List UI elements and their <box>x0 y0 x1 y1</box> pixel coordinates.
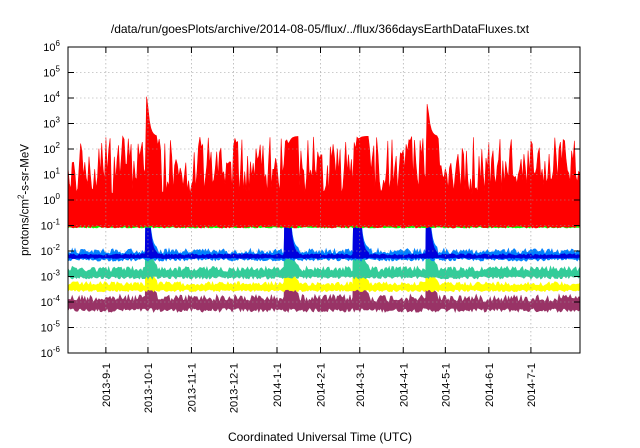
y-tick-label: 10-1 <box>41 218 61 233</box>
y-tick-label: 106 <box>43 39 60 54</box>
x-tick-label: 2014-7-1 <box>526 363 538 407</box>
y-axis-label: protons/cm2-s-sr-MeV <box>17 144 32 256</box>
x-tick-label: 2014-5-1 <box>440 363 452 407</box>
y-tick-label: 102 <box>43 141 60 156</box>
y-axis-label-part2: -s-sr-MeV <box>19 144 32 195</box>
y-tick-label: 10-3 <box>41 269 61 284</box>
x-tick-label: 2013-9-1 <box>101 363 113 407</box>
x-tick-label: 2013-10-1 <box>143 363 155 413</box>
y-tick-label: 10-5 <box>41 320 61 335</box>
chart-title: /data/run/goesPlots/archive/2014-08-05/f… <box>110 22 530 36</box>
y-tick-label: 10-2 <box>41 243 61 258</box>
y-tick-label: 104 <box>43 90 60 105</box>
y-axis-label-part1: protons/cm <box>19 199 32 256</box>
x-tick-label: 2014-1-1 <box>272 363 284 407</box>
y-tick-label: 100 <box>43 192 60 207</box>
y-tick-label: 101 <box>43 167 60 182</box>
y-tick-label: 105 <box>43 65 60 80</box>
x-tick-label: 2013-12-1 <box>229 363 241 413</box>
x-tick-label: 2014-4-1 <box>398 363 410 407</box>
y-tick-label: 103 <box>43 116 60 131</box>
y-axis-label-exponent: 2 <box>16 194 26 200</box>
x-axis-label: Coordinated Universal Time (UTC) <box>227 430 413 444</box>
x-tick-label: 2014-6-1 <box>484 363 496 407</box>
y-tick-label: 10-6 <box>41 345 61 360</box>
x-tick-label: 2014-2-1 <box>315 363 327 407</box>
y-tick-label: 10-4 <box>41 294 61 309</box>
series-band-6 <box>67 96 581 229</box>
x-tick-label: 2013-11-1 <box>186 363 198 412</box>
x-tick-label: 2014-3-1 <box>355 363 367 407</box>
